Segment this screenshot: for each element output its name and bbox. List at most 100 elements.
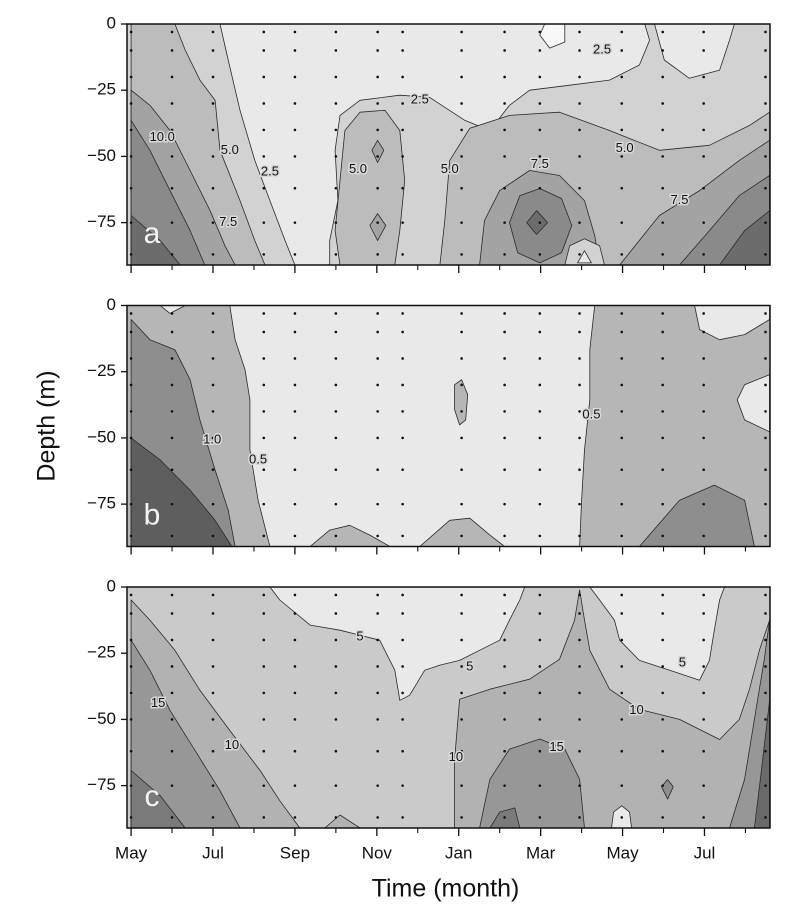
sample-point [334,155,338,158]
sample-point [620,221,624,224]
sample-point [211,128,215,132]
sample-point [503,75,506,79]
sample-point [170,665,174,668]
sample-point [334,221,338,224]
sample-point [129,186,133,190]
sample-point [460,718,463,721]
sample-point [460,502,463,506]
sample-point [129,30,133,34]
sample-point [376,468,379,471]
sample-point [538,221,542,224]
sample-point [764,383,767,387]
sample-point [460,102,463,105]
x-tick-label: May [606,843,639,862]
sample-point [503,49,506,52]
sample-point [129,410,133,413]
sample-point [661,691,664,695]
sample-point [376,383,379,387]
sample-point [376,410,379,413]
sample-point [460,186,463,190]
sample-point [293,468,297,471]
sample-point [764,665,767,668]
sample-point [764,593,767,597]
sample-point [620,718,624,721]
sample-point [578,502,581,506]
sample-point [538,128,542,132]
sample-point [211,638,215,642]
x-tick-label: Mar [526,843,556,862]
sample-point [578,718,581,721]
sample-point [211,502,215,506]
sample-point [578,593,581,597]
sample-point [293,534,297,538]
sample-point [460,691,463,695]
contour-label: 2.5 [593,41,611,56]
sample-point [538,784,542,787]
sample-point [460,75,463,79]
sample-point [211,330,215,334]
sample-point [661,816,664,819]
panel-label: a [144,217,161,250]
sample-point [578,638,581,642]
sample-point [661,330,664,334]
sample-point [661,784,664,787]
sample-point [170,155,174,158]
sample-point [661,49,664,52]
sample-point [262,468,266,471]
sample-point [503,534,506,538]
contour-label: 5.0 [441,161,459,176]
sample-point [620,410,624,413]
sample-point [661,30,664,34]
sample-point [538,436,542,440]
sample-point [334,75,338,79]
sample-point [620,691,624,695]
sample-point [401,436,404,440]
y-tick-label: 0 [107,295,116,314]
sample-point [211,593,215,597]
sample-point [764,155,767,158]
sample-point [578,691,581,695]
sample-point [460,383,463,387]
sample-point [401,816,404,819]
sample-point [578,49,581,52]
sample-point [334,749,338,753]
contour-label: 10 [629,702,643,717]
sample-point [293,102,297,105]
sample-point [702,253,705,256]
sample-point [538,534,542,538]
sample-point [460,816,463,819]
contour-region [229,305,596,547]
sample-point [620,330,624,334]
sample-point [170,128,174,132]
sample-point [334,312,338,315]
contour-label: 5 [466,659,473,674]
sample-point [503,410,506,413]
y-tick-label: 0 [107,13,116,32]
sample-point [129,330,133,334]
sample-point [538,330,542,334]
sample-point [376,221,379,224]
sample-point [401,221,404,224]
sample-point [334,665,338,668]
sample-point [401,312,404,315]
sample-point [661,612,664,615]
sample-point [293,30,297,34]
sample-point [702,186,705,190]
sample-point [293,75,297,79]
sample-point [620,468,624,471]
sample-point [293,665,297,668]
sample-point [262,691,266,695]
sample-point [702,665,705,668]
sample-point [764,221,767,224]
sample-point [620,312,624,315]
sample-point [538,30,542,34]
sample-point [211,357,215,360]
sample-point [578,665,581,668]
sample-point [620,186,624,190]
sample-point [620,612,624,615]
sample-point [503,253,506,256]
sample-point [262,638,266,642]
sample-point [460,330,463,334]
sample-point [764,468,767,471]
sample-point [702,75,705,79]
